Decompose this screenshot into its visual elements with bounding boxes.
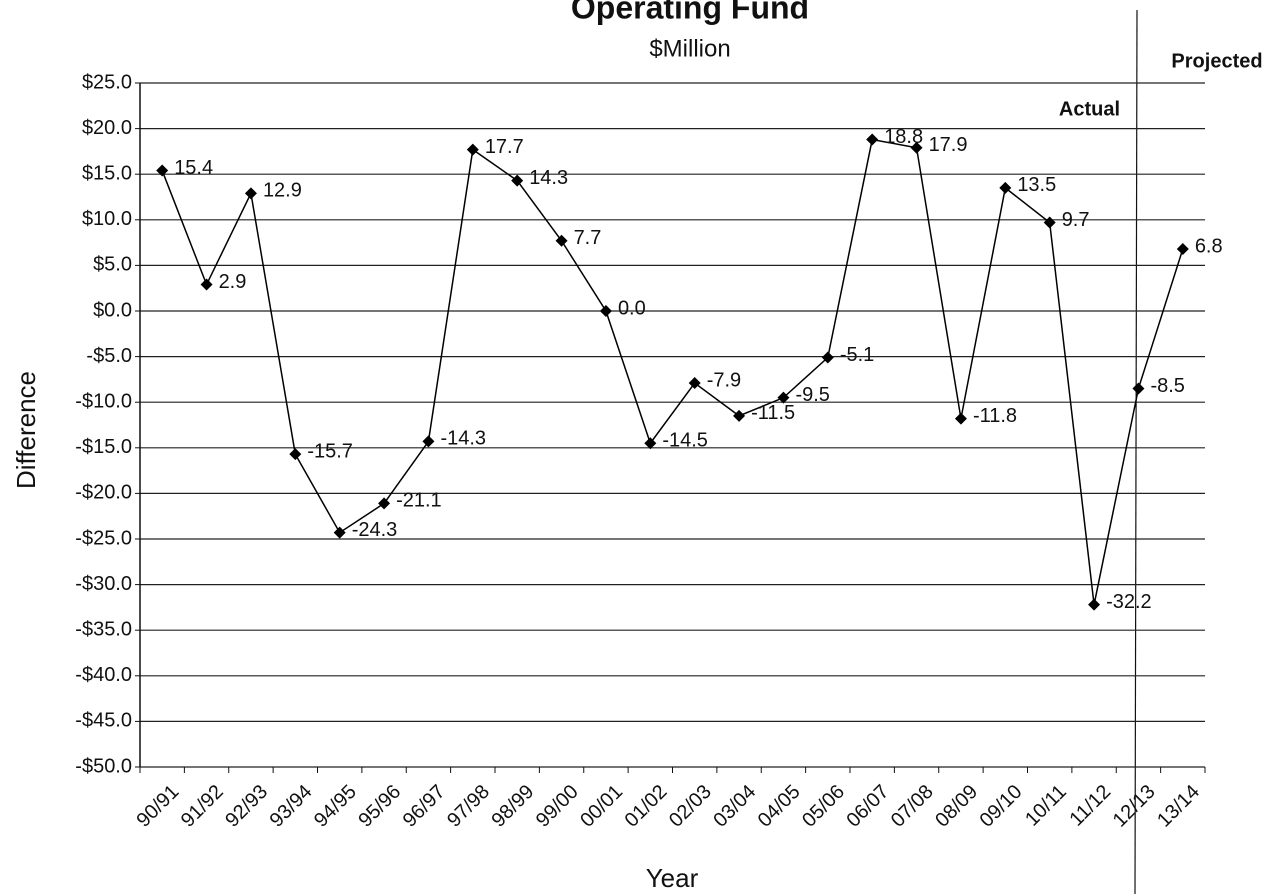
marker <box>1176 242 1189 255</box>
y-axis-label: Difference <box>11 371 41 489</box>
marker <box>466 143 479 156</box>
marker <box>999 181 1012 194</box>
marker <box>777 391 790 404</box>
marker <box>289 448 302 461</box>
data-label: 6.8 <box>1195 235 1223 257</box>
x-tick-label: 12/13 <box>1109 781 1160 832</box>
data-label: 14.3 <box>529 167 568 189</box>
x-tick-label: 10/11 <box>1021 781 1071 831</box>
data-label: 18.8 <box>884 126 923 148</box>
x-tick-label: 96/97 <box>399 781 450 832</box>
marker <box>511 174 524 187</box>
x-tick-label: 91/92 <box>177 781 228 832</box>
marker <box>244 187 257 200</box>
data-label: -8.5 <box>1150 375 1184 397</box>
y-tick-label: -$40.0 <box>75 664 132 686</box>
x-tick-label: 92/93 <box>221 781 272 832</box>
marker <box>599 305 612 317</box>
y-tick-label: $15.0 <box>82 162 132 184</box>
data-label: 0.0 <box>618 297 646 319</box>
marker <box>1043 216 1056 229</box>
data-label: 15.4 <box>174 157 213 179</box>
data-label: -32.2 <box>1106 591 1152 613</box>
data-label: 17.7 <box>485 136 524 158</box>
chart-subtitle: $Million <box>649 35 730 62</box>
y-tick-label: -$50.0 <box>75 755 132 777</box>
x-tick-label: 11/12 <box>1065 781 1115 831</box>
annotation: Projected <box>1171 50 1262 72</box>
x-tick-label: 03/04 <box>709 781 760 832</box>
y-tick-label: $10.0 <box>82 208 132 230</box>
data-label: -5.1 <box>840 344 874 366</box>
data-label: 12.9 <box>263 180 302 202</box>
marker <box>644 437 657 450</box>
x-tick-label: 04/05 <box>754 781 805 832</box>
y-tick-label: -$30.0 <box>75 573 132 595</box>
data-label: -21.1 <box>396 490 442 512</box>
data-label: -7.9 <box>707 369 741 391</box>
marker <box>821 351 834 364</box>
x-tick-label: 07/08 <box>887 781 938 832</box>
data-label: 7.7 <box>574 227 602 249</box>
data-label: -11.5 <box>751 402 795 424</box>
marker <box>733 409 746 422</box>
y-tick-label: $5.0 <box>93 254 132 276</box>
x-tick-label: 08/09 <box>931 781 982 832</box>
data-label: -11.8 <box>973 405 1017 427</box>
marker <box>1132 382 1145 395</box>
y-tick-label: $0.0 <box>93 299 132 321</box>
x-tick-label: 01/02 <box>621 781 672 832</box>
x-tick-label: 05/06 <box>798 781 849 832</box>
chart-title: Operating Fund <box>571 0 809 25</box>
y-tick-label: -$25.0 <box>75 527 132 549</box>
marker <box>954 412 967 425</box>
y-tick-label: -$5.0 <box>86 345 132 367</box>
data-label: -14.5 <box>662 430 708 452</box>
marker <box>156 164 169 177</box>
y-tick-label: $20.0 <box>82 117 132 139</box>
marker <box>910 141 923 154</box>
x-tick-label: 02/03 <box>665 781 716 832</box>
x-tick-label: 99/00 <box>532 781 583 832</box>
marker <box>333 526 346 539</box>
marker <box>866 133 879 146</box>
y-tick-label: -$45.0 <box>75 710 132 732</box>
series-line <box>161 138 1184 605</box>
x-tick-label: 98/99 <box>488 781 539 832</box>
y-tick-label: -$10.0 <box>75 390 132 412</box>
marker <box>555 234 568 247</box>
data-label: 13.5 <box>1017 174 1056 196</box>
data-label: -14.3 <box>440 428 486 450</box>
y-tick-label: -$35.0 <box>75 618 132 640</box>
x-tick-label: 13/14 <box>1153 781 1204 832</box>
x-tick-label: 93/94 <box>266 781 317 832</box>
y-tick-label: -$20.0 <box>75 482 132 504</box>
x-tick-label: 94/95 <box>310 781 361 832</box>
x-tick-label: 06/07 <box>843 781 894 832</box>
x-tick-label: 95/96 <box>354 781 405 832</box>
data-label: -15.7 <box>307 440 353 462</box>
divider-line <box>1134 9 1138 894</box>
x-tick-label: 97/98 <box>443 781 494 832</box>
data-label: -24.3 <box>352 519 398 541</box>
annotation: Actual <box>1059 98 1120 120</box>
y-tick-label: -$15.0 <box>75 436 132 458</box>
marker <box>422 435 435 448</box>
marker <box>378 497 391 510</box>
marker <box>1088 598 1101 611</box>
data-label: 9.7 <box>1062 209 1090 231</box>
x-tick-label: 09/10 <box>976 781 1027 832</box>
data-label: -9.5 <box>795 384 829 406</box>
data-label: 17.9 <box>929 134 968 156</box>
x-tick-label: 00/01 <box>576 781 627 832</box>
x-tick-label: 90/91 <box>133 781 184 832</box>
data-label: 2.9 <box>219 271 247 293</box>
marker <box>200 278 213 291</box>
y-tick-label: $25.0 <box>82 71 132 93</box>
marker <box>688 377 701 390</box>
x-axis-label: Year <box>646 863 699 893</box>
